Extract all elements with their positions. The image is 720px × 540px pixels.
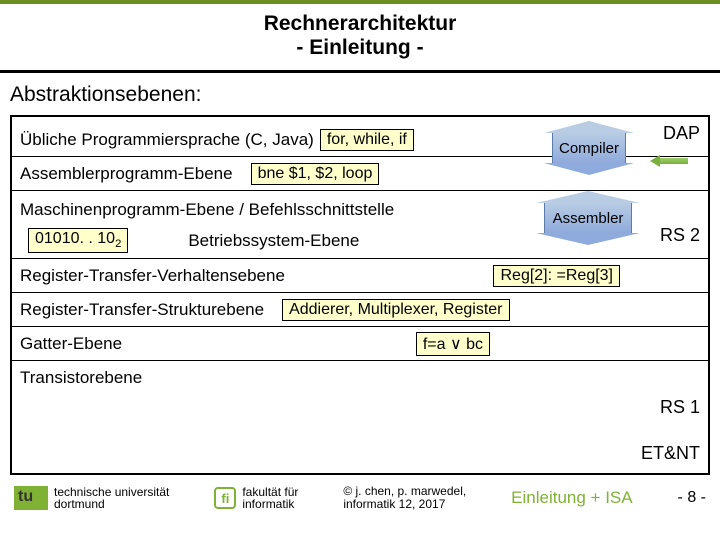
uni-line2: dortmund	[54, 498, 169, 511]
copy-line2: informatik 12, 2017	[343, 498, 466, 511]
label-rs2: RS 2	[640, 225, 700, 246]
binary-text: 01010. . 10	[35, 230, 115, 247]
level-asm-text: Assemblerprogramm-Ebene	[20, 164, 233, 184]
slide-title: Rechnerarchitektur - Einleitung -	[0, 4, 720, 66]
os-level-text: Betriebssystem-Ebene	[188, 231, 359, 251]
level-asm-code: bne $1, $2, loop	[251, 163, 380, 185]
course-labels-column: DAP RS 2 RS 1 ET&NT	[642, 117, 700, 473]
assembler-arrow: Assembler	[536, 191, 640, 245]
tu-logo: technische universität dortmund	[14, 486, 169, 511]
page-number: - 8 -	[678, 489, 706, 507]
level-rt-structure-text: Register-Transfer-Strukturebene	[20, 300, 264, 320]
level-rt-structure-code: Addierer, Multiplexer, Register	[282, 299, 509, 321]
fi-mark-icon: fi	[214, 487, 236, 509]
level-hll-text: Übliche Programmiersprache (C, Java)	[20, 130, 314, 150]
level-hll-code: for, while, if	[320, 129, 414, 151]
abstraction-levels-box: Compiler Assembler DAP RS 2 RS 1 ET&NT Ü…	[10, 115, 710, 475]
breadcrumb: Einleitung + ISA	[511, 488, 632, 508]
title-line-2: - Einleitung -	[0, 36, 720, 60]
arrow-icon	[650, 155, 688, 167]
fi-logo: fi fakultät für informatik	[214, 486, 298, 511]
title-line-1: Rechnerarchitektur	[0, 12, 720, 36]
compiler-arrow: Compiler	[544, 121, 634, 175]
level-transistor-text: Transistorebene	[20, 368, 142, 388]
fi-text: fakultät für informatik	[242, 486, 298, 511]
level-machine-text: Maschinenprogramm-Ebene / Befehlsschnitt…	[20, 200, 394, 220]
level-rt-behavior-code: Reg[2]: =Reg[3]	[493, 265, 620, 287]
assembler-label: Assembler	[544, 203, 632, 233]
compiler-label: Compiler	[552, 133, 626, 163]
label-rs1: RS 1	[640, 397, 700, 418]
fac-line2: informatik	[242, 498, 298, 511]
tu-text: technische universität dortmund	[54, 486, 169, 511]
binary-code: 01010. . 102	[28, 228, 128, 252]
copyright: © j. chen, p. marwedel, informatik 12, 2…	[343, 485, 466, 511]
level-gate-text: Gatter-Ebene	[20, 334, 122, 354]
footer: technische universität dortmund fi fakul…	[0, 475, 720, 511]
level-transistor: Transistorebene	[12, 361, 708, 395]
tu-mark-icon	[14, 486, 48, 510]
label-dap: DAP	[640, 123, 700, 144]
level-rt-behavior-text: Register-Transfer-Verhaltensebene	[20, 266, 285, 286]
binary-sub: 2	[115, 239, 121, 251]
title-divider	[0, 70, 720, 73]
label-etnt: ET&NT	[640, 443, 700, 464]
level-rt-behavior: Register-Transfer-Verhaltensebene Reg[2]…	[12, 259, 708, 293]
level-gate: Gatter-Ebene f=a ∨ bc	[12, 327, 708, 361]
level-rt-structure: Register-Transfer-Strukturebene Addierer…	[12, 293, 708, 327]
level-gate-code: f=a ∨ bc	[416, 332, 490, 356]
subheading: Abstraktionsebenen:	[0, 81, 720, 115]
